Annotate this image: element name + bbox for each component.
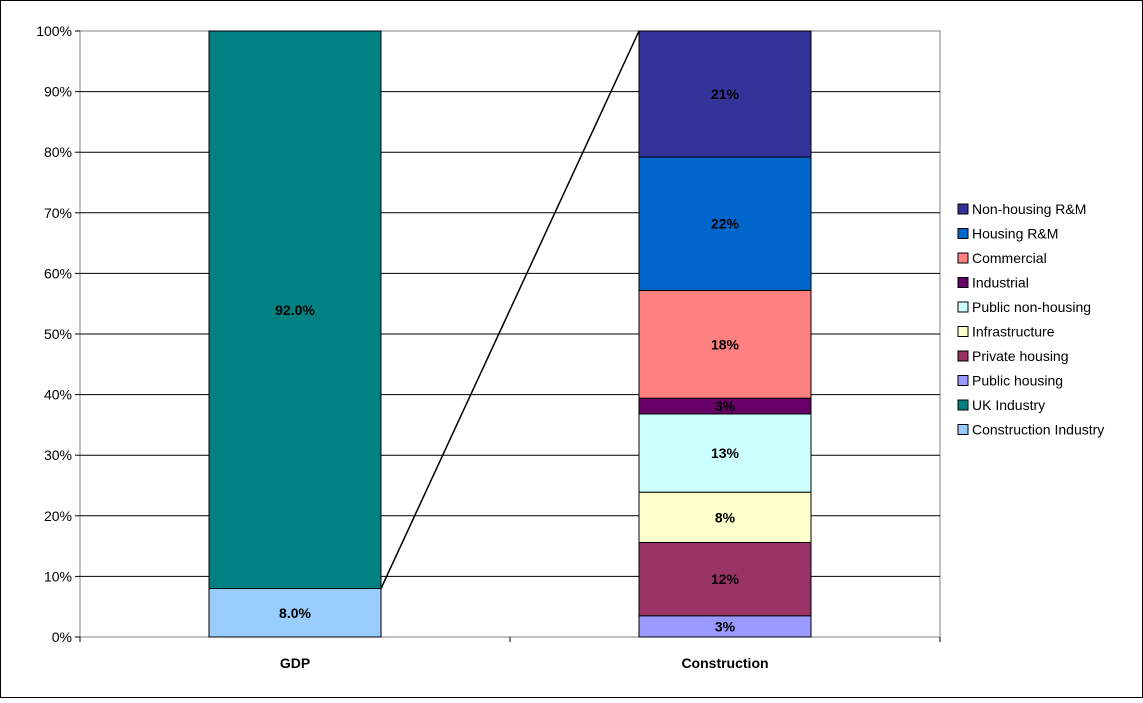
legend-swatch-infrastructure <box>957 326 969 337</box>
y-tick-label-5: 50% <box>44 326 72 342</box>
data-label-construction-housing-randm: 22% <box>711 216 740 232</box>
legend-swatch-public-non-housing <box>957 301 969 313</box>
y-tick-label-10: 100% <box>36 23 72 39</box>
legend-swatch-housing-randm <box>957 228 969 239</box>
data-label-construction-infrastructure: 8% <box>715 509 736 525</box>
legend-swatch-non-housing-randm <box>957 203 969 215</box>
connector-lines <box>380 30 640 589</box>
legend-swatch-construction-industry <box>957 424 969 435</box>
legend-label-private-housing: Private housing <box>972 348 1069 364</box>
data-label-construction-non-housing-randm: 21% <box>711 86 740 102</box>
data-label-gdp-uk-industry: 92.0% <box>275 302 315 318</box>
bar-segment-construction-housing-randm <box>638 156 812 291</box>
legend-label-public-housing: Public housing <box>972 373 1063 389</box>
bar-segment-construction-public-non-housing <box>638 413 812 493</box>
x-category-label-construction: Construction <box>681 655 768 671</box>
bar-stacks <box>208 30 812 638</box>
y-tick-label-9: 90% <box>44 84 72 100</box>
y-tick-label-7: 70% <box>44 205 72 221</box>
data-label-gdp-construction-industry: 8.0% <box>279 605 311 621</box>
legend-label-non-housing-randm: Non-housing R&M <box>972 201 1086 217</box>
bar-segment-gdp-uk-industry <box>208 30 382 590</box>
y-tick-label-0: 0% <box>52 629 72 645</box>
bar-segment-construction-private-housing <box>638 541 812 617</box>
y-axis-tick-labels: 0% 10% 20% 30% 40% 50% 60% 70% 80% 90% 100% <box>36 23 72 645</box>
legend-label-industrial: Industrial <box>972 275 1029 291</box>
y-tick-label-4: 40% <box>44 387 72 403</box>
data-label-construction-public-non-housing: 13% <box>711 445 740 461</box>
legend-label-commercial: Commercial <box>972 250 1047 266</box>
y-tick-label-1: 10% <box>44 568 72 584</box>
legend-swatch-commercial <box>957 252 969 264</box>
legend-label-housing-randm: Housing R&M <box>972 226 1058 242</box>
y-tick-label-8: 80% <box>44 144 72 160</box>
segment-data-labels: 8.0% 92.0% 3% 12% 8% 13% 3% 18% 22% 21% <box>275 86 739 634</box>
legend-label-construction-industry: Construction Industry <box>972 422 1104 438</box>
bar-segment-construction-non-housing-randm <box>638 30 812 158</box>
legend-swatch-private-housing <box>957 350 969 362</box>
legend-swatch-industrial <box>957 277 969 288</box>
bar-segment-gdp-construction-industry <box>208 588 382 638</box>
bar-segment-construction-commercial <box>638 289 812 399</box>
bar-segment-construction-infrastructure <box>638 491 812 543</box>
legend: Non-housing R&M Housing R&M Commercial Indu… <box>957 201 1104 438</box>
y-tick-label-2: 20% <box>44 508 72 524</box>
x-category-label-gdp: GDP <box>280 655 310 671</box>
y-tick-label-6: 60% <box>44 265 72 281</box>
legend-swatch-public-housing <box>957 375 969 386</box>
legend-label-public-non-housing: Public non-housing <box>972 299 1091 315</box>
y-tick-label-3: 30% <box>44 447 72 463</box>
legend-label-infrastructure: Infrastructure <box>972 324 1055 340</box>
legend-swatch-uk-industry <box>957 399 969 411</box>
x-axis-category-labels: GDP Construction <box>280 655 769 671</box>
connector-line <box>380 30 640 589</box>
data-label-construction-public-housing: 3% <box>715 618 736 634</box>
data-label-construction-commercial: 18% <box>711 336 740 352</box>
legend-label-uk-industry: UK Industry <box>972 397 1045 413</box>
data-label-construction-private-housing: 12% <box>711 571 740 587</box>
data-label-construction-industrial: 3% <box>715 398 736 414</box>
